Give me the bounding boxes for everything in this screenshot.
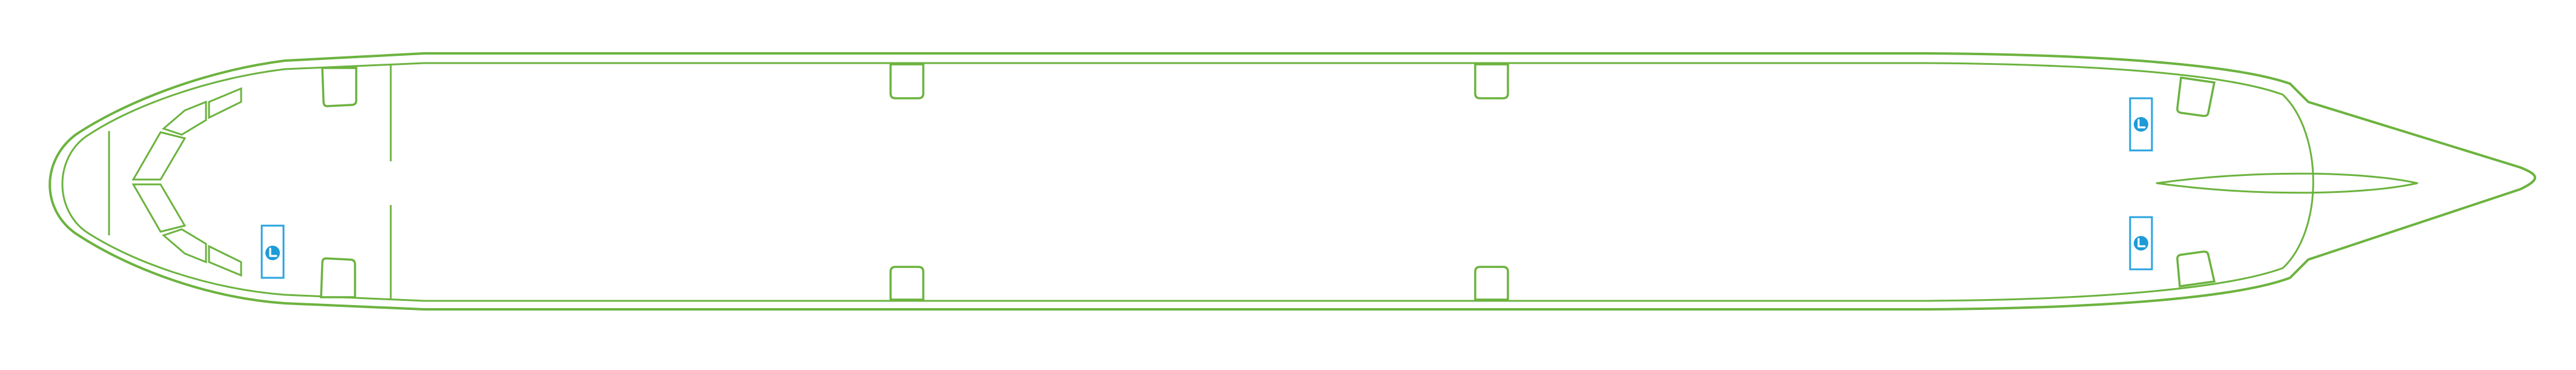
rear-door-upper [2176, 76, 2216, 117]
cockpit-panel-upper [131, 131, 187, 181]
cabin-inner-wall [61, 62, 2314, 302]
emergency-exit-icon [2137, 119, 2146, 129]
front-door-lower [320, 257, 356, 298]
front-door-upper [321, 67, 357, 107]
rear-door-lower [2176, 251, 2216, 288]
cockpit-seat-lower-2 [208, 244, 242, 277]
mid-door-upper-1 [889, 63, 925, 99]
mid-door-upper-2 [1474, 63, 1509, 99]
cockpit-seat-upper-1 [162, 100, 207, 136]
mid-door-lower-1 [889, 266, 925, 301]
cockpit-panel-lower [131, 183, 187, 233]
exit-marker-rear-upper [2129, 97, 2153, 152]
cockpit-seat-upper-2 [208, 87, 242, 119]
mid-door-lower-2 [1474, 266, 1509, 301]
exit-marker-rear-lower [2129, 216, 2153, 271]
tail-cone-fairing [2156, 172, 2418, 194]
emergency-exit-icon [2137, 238, 2146, 247]
emergency-exit-icon [269, 247, 277, 257]
cockpit-seat-lower-1 [162, 228, 207, 264]
exit-marker-front-left [261, 224, 285, 279]
fuselage-outer-outline [48, 52, 2537, 311]
